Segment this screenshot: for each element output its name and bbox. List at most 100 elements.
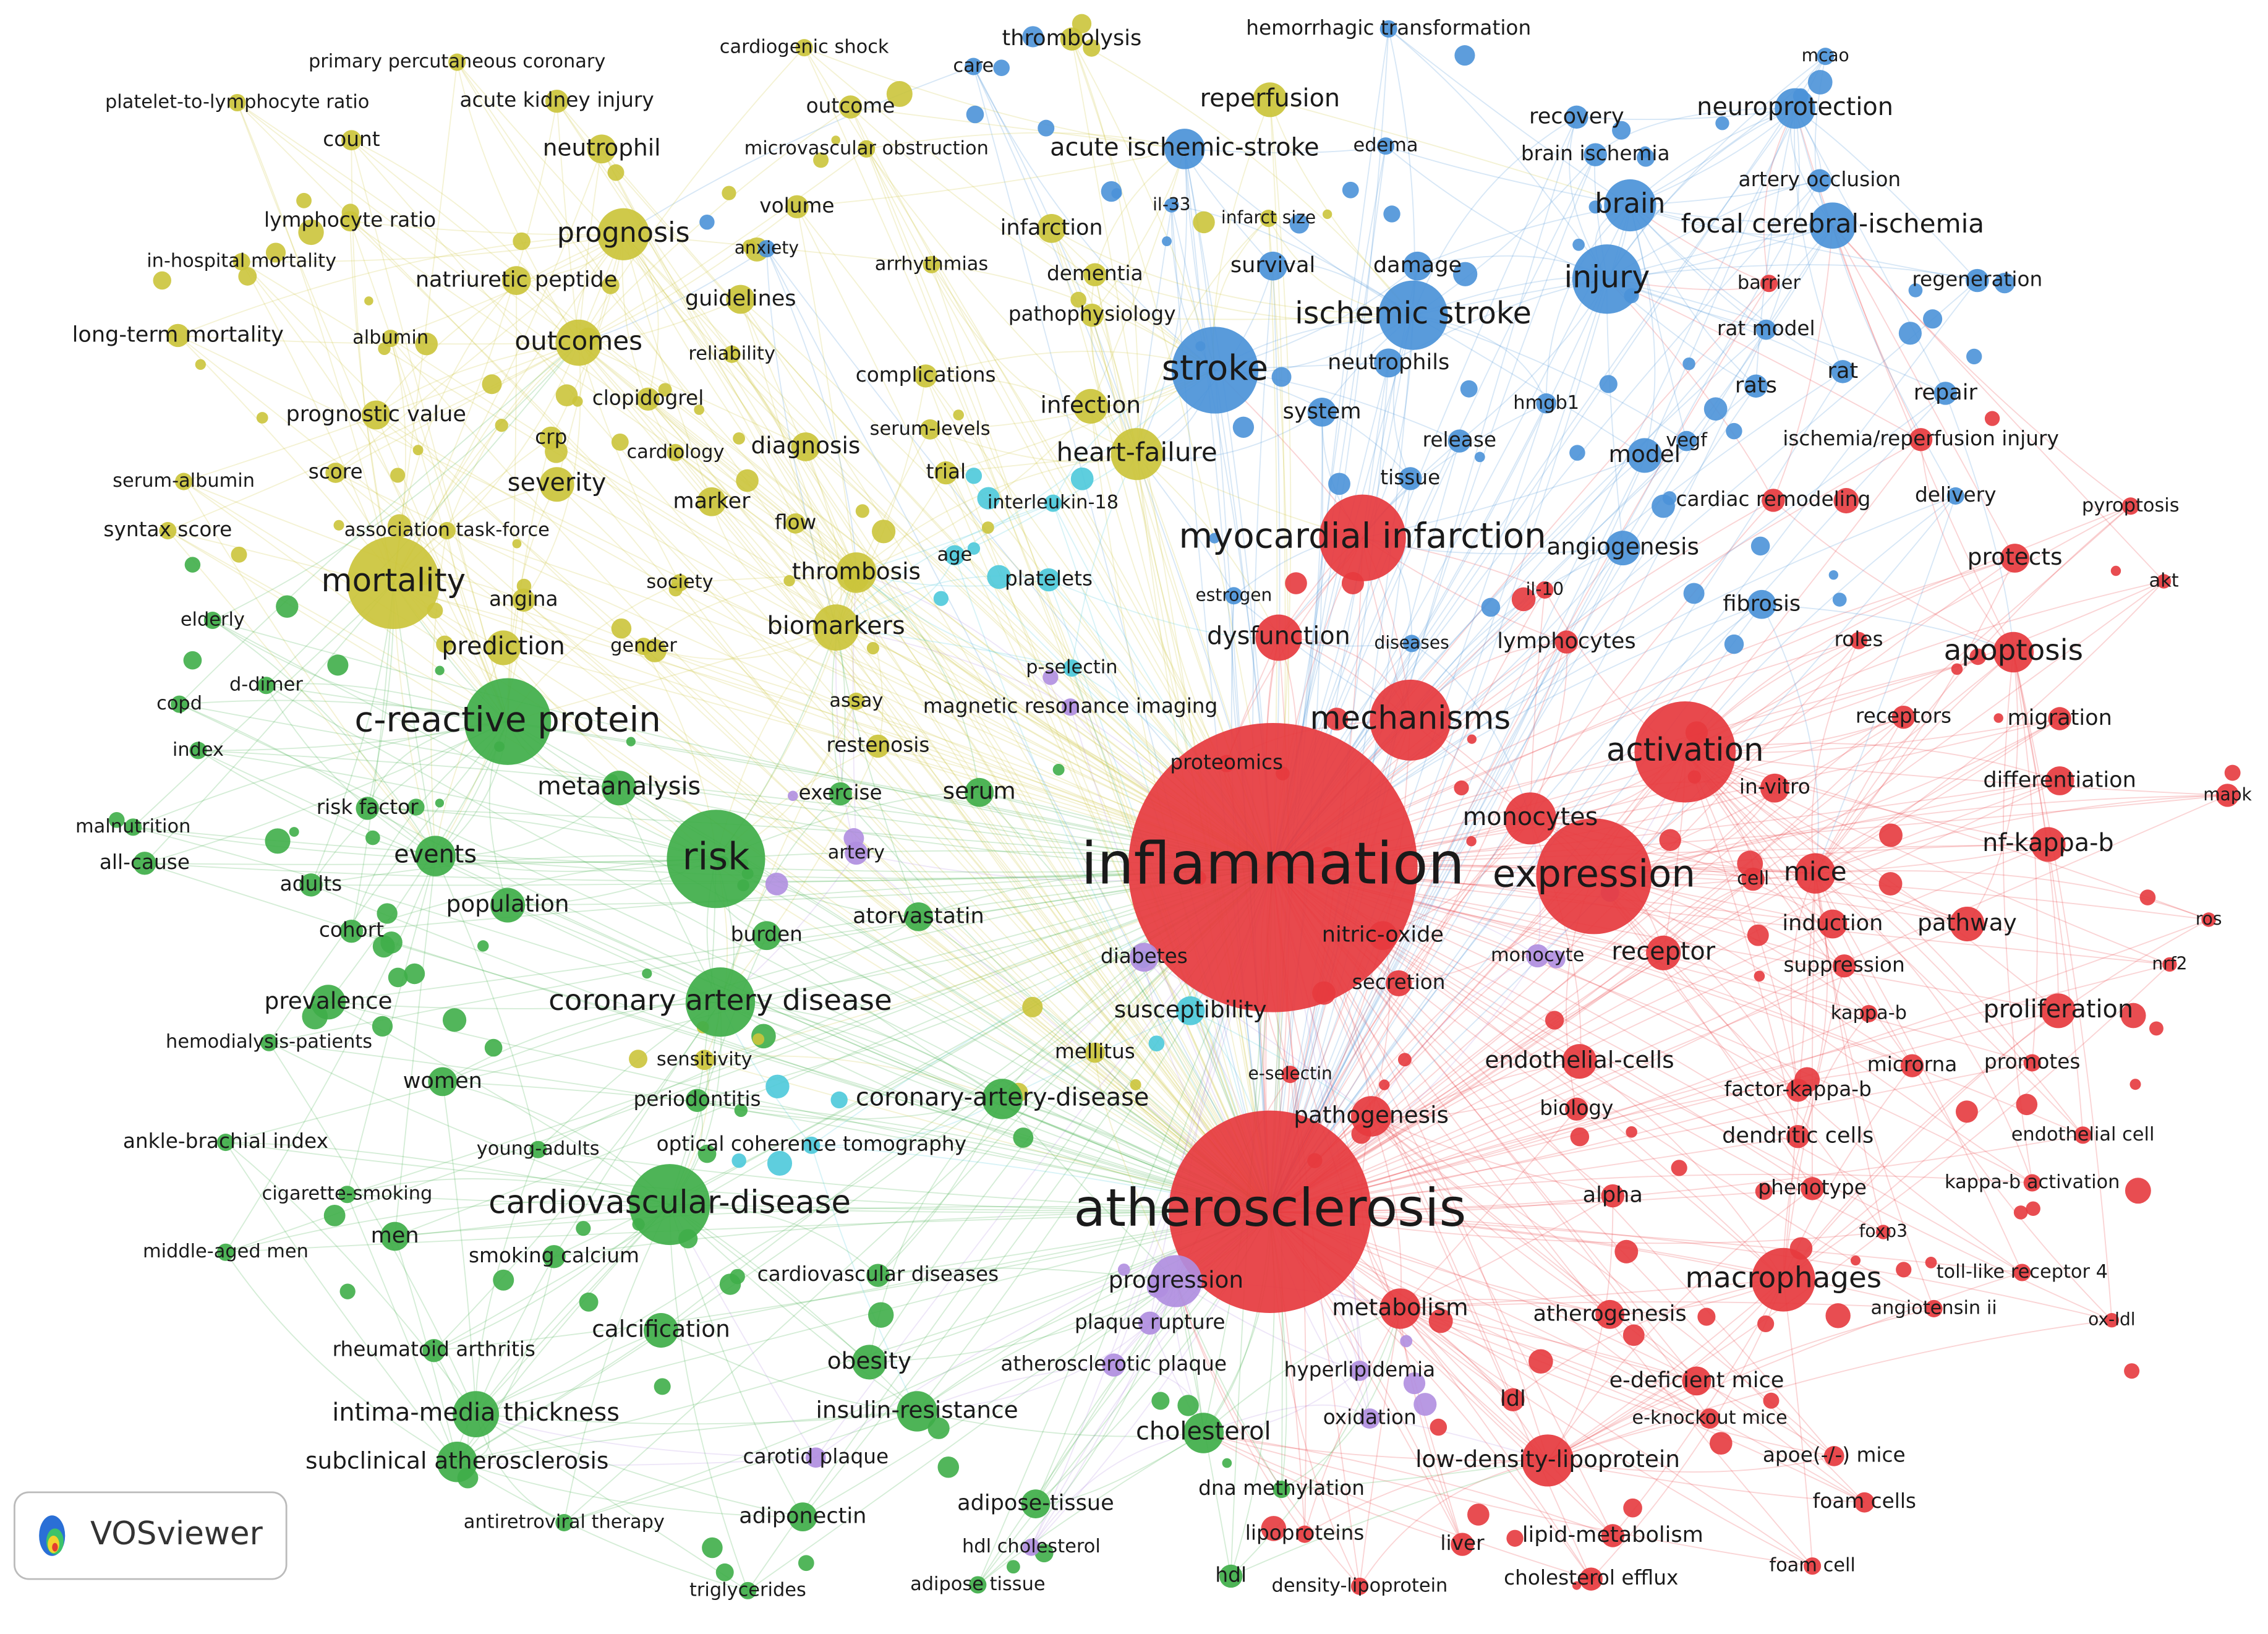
edge xyxy=(1593,876,1884,1233)
edge xyxy=(1400,1308,1865,1504)
node xyxy=(1506,1529,1524,1547)
edge xyxy=(507,904,1271,1213)
node-label: promotes xyxy=(1984,1050,2081,1073)
node-label: platelet-to-lymphocyte ratio xyxy=(105,92,369,113)
node xyxy=(490,888,526,923)
edge xyxy=(1184,145,1386,153)
node xyxy=(257,677,275,695)
node-label: subclinical atherosclerosis xyxy=(305,1447,608,1474)
node xyxy=(2129,1079,2141,1090)
node-label: ischemia/reperfusion injury xyxy=(1783,427,2059,450)
edge xyxy=(1400,1279,1784,1309)
edge xyxy=(144,721,508,864)
edge xyxy=(1399,1308,1813,1567)
node-label: calcification xyxy=(592,1315,730,1343)
node-label: repair xyxy=(1914,380,1978,405)
node xyxy=(435,665,445,675)
logo-text: VOSviewer xyxy=(90,1515,263,1552)
node xyxy=(260,1033,278,1051)
edge xyxy=(945,473,1271,1212)
node-label: myocardial infarction xyxy=(1179,516,1546,556)
edge xyxy=(179,703,1273,868)
edge xyxy=(925,375,1271,1212)
node xyxy=(1646,935,1681,970)
node-label: serum-levels xyxy=(870,418,991,440)
edge xyxy=(1269,154,1597,1212)
node xyxy=(415,836,456,876)
node xyxy=(765,1074,790,1098)
node xyxy=(1554,630,1579,654)
node xyxy=(1430,1418,1447,1436)
node xyxy=(1900,1054,1924,1077)
edge xyxy=(1684,751,1913,1066)
node xyxy=(1342,181,1359,199)
edge xyxy=(132,582,394,828)
node xyxy=(1572,238,1585,251)
edge xyxy=(647,398,837,628)
node-label: foam cells xyxy=(1813,1489,1916,1513)
edge xyxy=(1629,56,1826,206)
edge xyxy=(556,484,1271,1212)
node xyxy=(1400,1335,1413,1348)
node xyxy=(739,1581,757,1599)
node xyxy=(1070,291,1086,308)
edge xyxy=(804,47,1185,150)
edge xyxy=(1071,38,1414,316)
node xyxy=(437,1442,477,1482)
edge xyxy=(1547,1455,1835,1473)
node-label: diseases xyxy=(1375,632,1449,652)
edge xyxy=(225,1211,1270,1253)
node xyxy=(183,651,202,670)
edge xyxy=(916,1411,1204,1437)
edge xyxy=(675,452,1271,1212)
edge xyxy=(856,572,980,793)
edge xyxy=(351,583,394,931)
edge xyxy=(679,582,1271,1212)
edge xyxy=(456,1330,662,1463)
edge xyxy=(367,808,717,860)
edge xyxy=(212,620,436,857)
edge xyxy=(179,699,508,722)
node xyxy=(813,152,829,168)
node xyxy=(642,969,652,979)
edge xyxy=(1547,1308,1934,1461)
node xyxy=(847,692,865,710)
node xyxy=(685,967,756,1037)
node-label: e-knockout mice xyxy=(1632,1407,1787,1429)
edge xyxy=(1411,643,1531,819)
node-label: angina xyxy=(489,587,558,610)
node-label: outcomes xyxy=(514,326,642,356)
node xyxy=(327,654,349,676)
node xyxy=(2013,1205,2028,1220)
node-label: suppression xyxy=(1783,953,1904,977)
edge xyxy=(1175,1281,1232,1576)
edge xyxy=(1002,1010,1191,1100)
edge xyxy=(1304,1460,1548,1535)
edge xyxy=(237,102,579,343)
node xyxy=(626,737,636,746)
node-label: brain xyxy=(1595,188,1665,220)
node xyxy=(1849,631,1868,649)
node xyxy=(1994,273,2015,294)
node xyxy=(731,1153,746,1168)
node-label: cohort xyxy=(319,918,384,942)
edge xyxy=(1136,218,1269,455)
node xyxy=(486,630,521,665)
node xyxy=(1070,467,1094,490)
node xyxy=(1682,357,1695,370)
node xyxy=(1579,1567,1603,1591)
node xyxy=(953,409,964,421)
node xyxy=(767,1150,793,1176)
node-label: e-selectin xyxy=(1248,1063,1332,1084)
node-label: serum xyxy=(943,777,1016,805)
edge xyxy=(1811,640,1859,874)
edge xyxy=(516,280,1274,868)
edge xyxy=(168,342,579,531)
node xyxy=(2016,1093,2038,1116)
edge xyxy=(2013,652,2038,1063)
edge xyxy=(835,575,1049,628)
node xyxy=(1671,1160,1687,1176)
edge xyxy=(1629,205,1767,330)
edge xyxy=(1630,180,1820,206)
node-label: biomarkers xyxy=(767,612,905,640)
